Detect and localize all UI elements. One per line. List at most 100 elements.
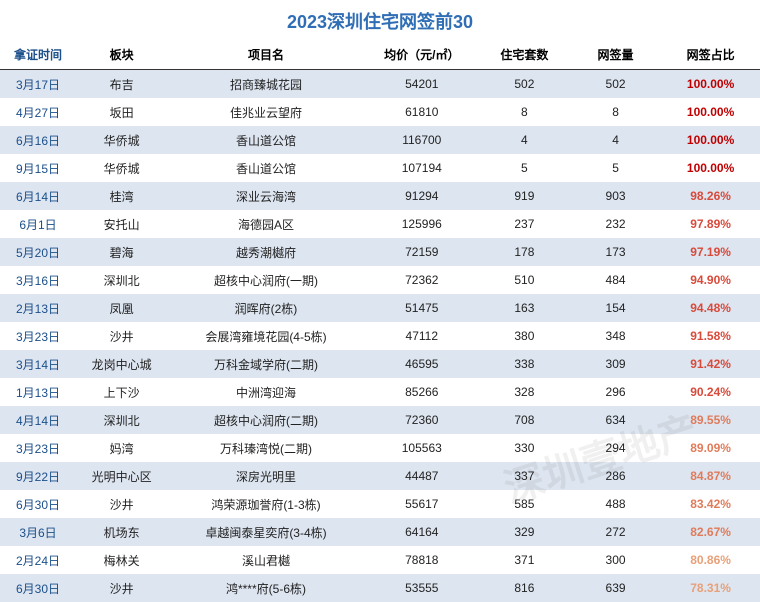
cell-signed: 634: [570, 406, 661, 434]
cell-units: 371: [479, 546, 570, 574]
cell-signed: 173: [570, 238, 661, 266]
cell-pct: 94.48%: [661, 294, 760, 322]
table-body: 3月17日布吉招商臻城花园54201502502100.00%4月27日坂田佳兆…: [0, 70, 760, 602]
cell-units: 337: [479, 462, 570, 490]
cell-units: 585: [479, 490, 570, 518]
cell-units: 816: [479, 574, 570, 602]
cell-price: 72362: [365, 266, 479, 294]
cell-signed: 154: [570, 294, 661, 322]
cell-pct: 82.67%: [661, 518, 760, 546]
cell-date: 3月23日: [0, 322, 76, 350]
cell-pct: 89.55%: [661, 406, 760, 434]
table-row: 6月1日安托山海德园A区12599623723297.89%: [0, 210, 760, 238]
cell-price: 72159: [365, 238, 479, 266]
cell-units: 329: [479, 518, 570, 546]
cell-pct: 100.00%: [661, 126, 760, 154]
cell-price: 125996: [365, 210, 479, 238]
cell-area: 妈湾: [76, 434, 167, 462]
cell-signed: 903: [570, 182, 661, 210]
table-row: 6月14日桂湾深业云海湾9129491990398.26%: [0, 182, 760, 210]
table-row: 9月22日光明中心区深房光明里4448733728684.87%: [0, 462, 760, 490]
cell-price: 53555: [365, 574, 479, 602]
col-header-pct: 网签占比: [661, 40, 760, 70]
cell-area: 机场东: [76, 518, 167, 546]
cell-units: 4: [479, 126, 570, 154]
cell-signed: 286: [570, 462, 661, 490]
table-row: 3月16日深圳北超核中心润府(一期)7236251048494.90%: [0, 266, 760, 294]
cell-project: 招商臻城花园: [167, 70, 365, 99]
cell-date: 2月24日: [0, 546, 76, 574]
cell-area: 深圳北: [76, 266, 167, 294]
cell-price: 55617: [365, 490, 479, 518]
cell-price: 105563: [365, 434, 479, 462]
cell-units: 8: [479, 98, 570, 126]
cell-price: 85266: [365, 378, 479, 406]
col-header-area: 板块: [76, 40, 167, 70]
cell-project: 香山道公馆: [167, 126, 365, 154]
cell-pct: 100.00%: [661, 98, 760, 126]
col-header-signed: 网签量: [570, 40, 661, 70]
cell-signed: 5: [570, 154, 661, 182]
table-row: 5月20日碧海越秀潮樾府7215917817397.19%: [0, 238, 760, 266]
table-row: 2月13日凤凰润晖府(2栋)5147516315494.48%: [0, 294, 760, 322]
cell-area: 深圳北: [76, 406, 167, 434]
cell-price: 91294: [365, 182, 479, 210]
table-row: 3月23日妈湾万科瑧湾悦(二期)10556333029489.09%: [0, 434, 760, 462]
cell-project: 万科瑧湾悦(二期): [167, 434, 365, 462]
cell-date: 6月1日: [0, 210, 76, 238]
cell-area: 华侨城: [76, 126, 167, 154]
cell-project: 超核中心润府(一期): [167, 266, 365, 294]
cell-units: 5: [479, 154, 570, 182]
cell-pct: 97.89%: [661, 210, 760, 238]
cell-area: 光明中心区: [76, 462, 167, 490]
cell-date: 3月23日: [0, 434, 76, 462]
cell-units: 163: [479, 294, 570, 322]
cell-date: 6月14日: [0, 182, 76, 210]
cell-project: 中洲湾迎海: [167, 378, 365, 406]
cell-signed: 639: [570, 574, 661, 602]
table-row: 3月6日机场东卓越闽泰星奕府(3-4栋)6416432927282.67%: [0, 518, 760, 546]
cell-price: 44487: [365, 462, 479, 490]
cell-area: 碧海: [76, 238, 167, 266]
cell-project: 香山道公馆: [167, 154, 365, 182]
cell-price: 51475: [365, 294, 479, 322]
cell-price: 47112: [365, 322, 479, 350]
cell-signed: 300: [570, 546, 661, 574]
page-title: 2023深圳住宅网签前30: [0, 0, 760, 40]
cell-units: 708: [479, 406, 570, 434]
cell-area: 沙井: [76, 574, 167, 602]
cell-price: 46595: [365, 350, 479, 378]
table-row: 6月30日沙井鸿荣源珈誉府(1-3栋)5561758548883.42%: [0, 490, 760, 518]
cell-units: 510: [479, 266, 570, 294]
cell-date: 4月27日: [0, 98, 76, 126]
table-row: 3月17日布吉招商臻城花园54201502502100.00%: [0, 70, 760, 99]
cell-pct: 84.87%: [661, 462, 760, 490]
cell-area: 布吉: [76, 70, 167, 99]
cell-pct: 91.58%: [661, 322, 760, 350]
cell-signed: 4: [570, 126, 661, 154]
cell-units: 380: [479, 322, 570, 350]
cell-area: 桂湾: [76, 182, 167, 210]
col-header-price: 均价（元/㎡）: [365, 40, 479, 70]
cell-units: 919: [479, 182, 570, 210]
table-row: 4月27日坂田佳兆业云望府6181088100.00%: [0, 98, 760, 126]
cell-date: 5月20日: [0, 238, 76, 266]
cell-pct: 91.42%: [661, 350, 760, 378]
cell-date: 3月16日: [0, 266, 76, 294]
cell-price: 107194: [365, 154, 479, 182]
cell-price: 64164: [365, 518, 479, 546]
cell-signed: 232: [570, 210, 661, 238]
table-row: 4月14日深圳北超核中心润府(二期)7236070863489.55%: [0, 406, 760, 434]
cell-date: 6月16日: [0, 126, 76, 154]
cell-date: 6月30日: [0, 574, 76, 602]
cell-project: 润晖府(2栋): [167, 294, 365, 322]
cell-area: 龙岗中心城: [76, 350, 167, 378]
cell-date: 3月17日: [0, 70, 76, 99]
cell-project: 鸿****府(5-6栋): [167, 574, 365, 602]
cell-pct: 83.42%: [661, 490, 760, 518]
cell-project: 鸿荣源珈誉府(1-3栋): [167, 490, 365, 518]
header-row: 拿证时间 板块 项目名 均价（元/㎡） 住宅套数 网签量 网签占比: [0, 40, 760, 70]
cell-signed: 502: [570, 70, 661, 99]
cell-signed: 294: [570, 434, 661, 462]
cell-date: 6月30日: [0, 490, 76, 518]
